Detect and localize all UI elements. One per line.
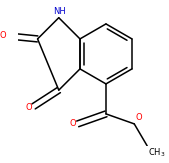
Text: NH: NH (53, 7, 66, 16)
Text: O: O (25, 103, 32, 112)
Text: O: O (69, 119, 76, 128)
Text: O: O (136, 113, 142, 122)
Text: CH$_3$: CH$_3$ (148, 147, 166, 159)
Text: O: O (0, 31, 6, 40)
